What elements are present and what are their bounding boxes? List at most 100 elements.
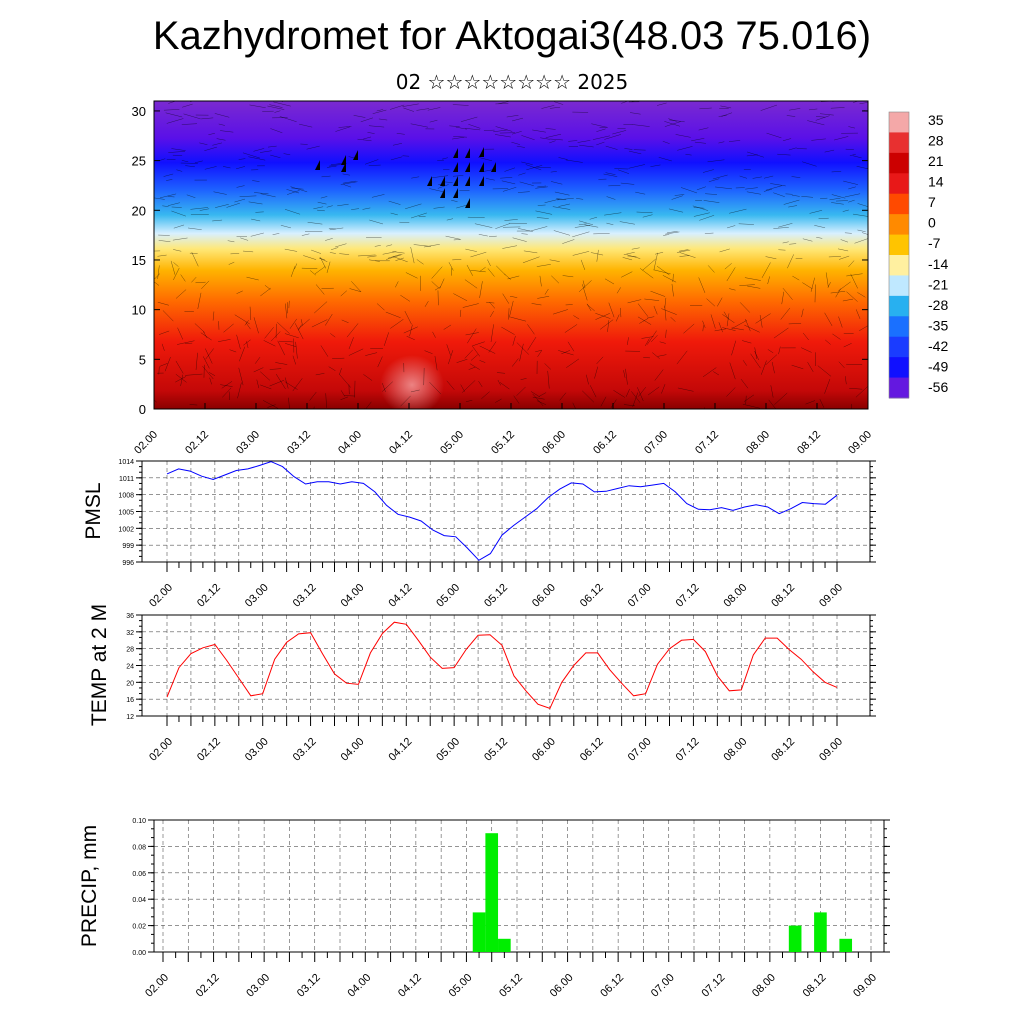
wind-streamline — [294, 263, 298, 270]
x-tick-label: 04.12 — [387, 429, 415, 457]
wind-streamline — [631, 124, 650, 127]
wind-streamline — [340, 181, 358, 185]
wind-streamline — [171, 206, 182, 208]
wind-streamline — [532, 129, 546, 133]
wind-streamline — [791, 194, 800, 197]
wind-streamline — [459, 309, 462, 317]
wind-streamline — [628, 150, 642, 155]
wind-streamline — [778, 346, 781, 355]
wind-streamline — [603, 173, 618, 177]
heatmap-field — [154, 101, 868, 409]
wind-streamline — [535, 166, 551, 169]
wind-streamline — [416, 259, 424, 265]
wind-streamline — [221, 381, 233, 389]
wind-streamline — [253, 317, 259, 334]
wind-streamline — [176, 169, 183, 172]
wind-streamline — [453, 136, 467, 138]
wind-streamline — [159, 363, 168, 367]
wind-streamline — [606, 222, 614, 226]
wind-streamline — [205, 348, 213, 364]
wind-streamline — [172, 237, 188, 241]
wind-streamline — [637, 303, 649, 317]
wind-streamline — [827, 282, 831, 288]
wind-streamline — [357, 254, 376, 257]
wind-streamline — [284, 209, 301, 215]
wind-streamline — [582, 284, 588, 301]
wind-streamline — [538, 392, 547, 397]
x-tick-label: 08.12 — [801, 972, 829, 1000]
wind-streamline — [714, 328, 726, 332]
wind-flag — [479, 162, 484, 172]
wind-streamline — [604, 212, 622, 216]
wind-streamline — [516, 145, 525, 148]
wind-streamline — [252, 180, 260, 182]
wind-streamline — [369, 259, 380, 262]
wind-streamline — [521, 161, 533, 165]
wind-streamline — [722, 327, 736, 331]
wind-streamline — [215, 204, 229, 208]
wind-streamline — [802, 282, 813, 290]
wind-streamline — [154, 197, 165, 200]
wind-streamline — [283, 153, 291, 156]
wind-streamline — [362, 207, 371, 210]
wind-streamline — [368, 125, 385, 128]
wind-streamline — [245, 322, 251, 330]
wind-streamline — [390, 212, 398, 216]
wind-streamline — [357, 138, 372, 142]
wind-streamline — [620, 307, 622, 318]
colorbar-label: -7 — [928, 235, 941, 251]
wind-streamline — [743, 394, 755, 402]
wind-streamline — [763, 175, 774, 179]
wind-streamline — [838, 316, 843, 328]
wind-streamline — [848, 199, 855, 203]
wind-streamline — [786, 115, 796, 117]
x-tick-label: 04.00 — [345, 972, 373, 1000]
wind-streamline — [277, 322, 290, 334]
wind-streamline — [504, 167, 516, 172]
wind-streamline — [226, 202, 240, 208]
wind-streamline — [446, 380, 455, 390]
wind-streamline — [599, 319, 614, 330]
wind-streamline — [478, 380, 483, 388]
precip-bar — [814, 912, 827, 952]
wind-streamline — [470, 251, 487, 258]
wind-streamline — [619, 221, 635, 225]
wind-streamline — [573, 315, 580, 320]
wind-streamline — [173, 262, 179, 267]
wind-streamline — [242, 152, 261, 159]
wind-streamline — [706, 298, 716, 307]
wind-streamline — [220, 130, 234, 133]
wind-streamline — [765, 256, 777, 260]
wind-streamline — [213, 191, 227, 195]
wind-streamline — [661, 308, 677, 315]
wind-streamline — [857, 292, 866, 298]
wind-streamline — [372, 109, 387, 114]
y-tick-label: 0.10 — [132, 818, 146, 825]
wind-streamline — [513, 395, 520, 404]
wind-streamline — [329, 252, 336, 254]
wind-streamline — [367, 255, 377, 258]
wind-streamline — [656, 102, 667, 106]
wind-streamline — [671, 283, 674, 297]
wind-streamline — [191, 251, 199, 267]
wind-streamline — [604, 134, 622, 140]
wind-streamline — [717, 297, 723, 307]
wind-streamline — [846, 291, 858, 302]
wind-streamline — [773, 192, 785, 197]
wind-streamline — [487, 259, 491, 267]
wind-streamline — [545, 133, 562, 138]
wind-streamline — [633, 149, 646, 151]
wind-streamline — [616, 287, 621, 294]
wind-streamline — [558, 203, 570, 207]
wind-streamline — [194, 160, 203, 164]
x-tick-label: 06.00 — [530, 736, 558, 764]
colorbar-swatch — [889, 255, 909, 276]
wind-streamline — [495, 398, 502, 403]
wind-streamline — [824, 378, 831, 394]
wind-streamline — [200, 332, 212, 341]
wind-streamline — [234, 314, 250, 325]
wind-streamline — [745, 395, 747, 405]
wind-streamline — [816, 236, 823, 239]
wind-streamline — [835, 200, 848, 202]
wind-streamline — [856, 166, 868, 170]
